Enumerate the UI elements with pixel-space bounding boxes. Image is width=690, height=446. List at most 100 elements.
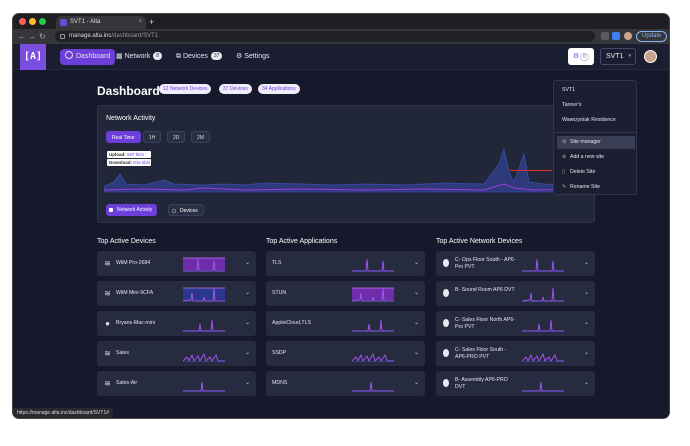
list-row[interactable]: C- Sales Floor South - AP6-PRO PVT ⌄ [436, 341, 595, 366]
site-option[interactable]: Tanner's [562, 102, 582, 108]
activity-sparkline [522, 258, 564, 272]
network-count-badge: 8 [153, 52, 163, 60]
list-row[interactable]: ≋ Sales-Air ⌄ [97, 371, 256, 396]
range-2m-button[interactable]: 2M [191, 131, 210, 143]
chevron-down-icon[interactable]: ⌄ [244, 290, 250, 296]
download-readout: Download: 815 kb/s [107, 159, 151, 166]
wifi-icon: ≋ [104, 349, 111, 358]
chevron-down-icon[interactable]: ⌄ [583, 320, 589, 326]
activity-sparkline [183, 352, 225, 362]
list-row[interactable]: SSDP ⌄ [266, 341, 425, 366]
nav-dashboard[interactable]: Dashboard [60, 49, 116, 65]
list-row[interactable]: STUN ⌄ [266, 281, 425, 306]
delete-site-label: Delete Site [570, 169, 596, 175]
list-row[interactable]: ≋ Sales ⌄ [97, 341, 256, 366]
site-manager-menu-item[interactable]: ⚙ Site manager [557, 136, 635, 149]
list-row[interactable]: ● Bryans-Mac-mini ⌄ [97, 311, 256, 336]
network-activity-card: Network Activity Real Time 1H 2D 2M Uplo… [97, 105, 595, 223]
list-row[interactable]: B- Sound Room AP6 DVT ⌄ [436, 281, 595, 306]
list-row[interactable]: B- Assembly AP6-PRO DVT ⌄ [436, 371, 595, 396]
gear-icon: ⚙ [572, 53, 580, 60]
forward-arrow-icon[interactable]: → [28, 32, 36, 41]
tab-title: SVT1 - Alta [70, 19, 101, 25]
list-row[interactable]: C- Sales Floor North AP6-Pro PVT ⌄ [436, 311, 595, 336]
devices-pill[interactable]: 37 Devices [219, 84, 252, 94]
browser-tab[interactable]: SVT1 - Alta × [56, 16, 146, 29]
activity-sparkline [522, 352, 564, 362]
range-1h-button[interactable]: 1H [143, 131, 162, 143]
address-bar[interactable]: manage.alta.inc/dashboard/SVT1 [55, 31, 595, 42]
upload-label: Upload: [109, 152, 126, 157]
site-settings-button[interactable]: ⚙ 0 [568, 48, 594, 65]
tab-close-icon[interactable]: × [138, 19, 142, 25]
extension-icon[interactable] [601, 32, 609, 40]
minimize-window-icon[interactable] [29, 18, 36, 25]
plus-icon: ⊕ [562, 154, 567, 160]
row-label: C- Sales Floor North AP6-Pro PVT [455, 317, 515, 330]
access-point-icon [443, 319, 449, 327]
menu-divider [554, 132, 636, 133]
alta-favicon-icon [60, 19, 67, 26]
update-button[interactable]: Update [636, 31, 668, 42]
download-label: Download: [109, 160, 132, 165]
applications-pill[interactable]: 34 Applications [258, 84, 300, 94]
network-activity-title: Network Activity [106, 115, 156, 122]
nav-network[interactable]: ▦ Network 8 [111, 49, 167, 65]
pencil-icon: ✎ [562, 184, 567, 190]
list-row[interactable]: AppleiCloud,TLS ⌄ [266, 311, 425, 336]
nav-devices-label: Devices [182, 53, 208, 60]
chevron-down-icon[interactable]: ⌄ [413, 320, 419, 326]
extension-icon[interactable] [612, 32, 620, 40]
close-window-icon[interactable] [19, 18, 26, 25]
nav-devices[interactable]: ⧉ Devices 37 [171, 49, 227, 65]
chevron-down-icon[interactable]: ⌄ [413, 290, 419, 296]
activity-sparkline [352, 287, 394, 302]
nav-settings[interactable]: ⚙ Settings [231, 49, 275, 65]
upload-area [104, 147, 592, 193]
devices-toggle[interactable]: Devices [168, 204, 204, 216]
alta-logo[interactable]: [A] [20, 44, 46, 70]
chevron-down-icon[interactable]: ⌄ [583, 350, 589, 356]
user-avatar[interactable] [644, 50, 657, 63]
list-row[interactable]: ≋ WiiM Pro-2684 ⌄ [97, 251, 256, 276]
chevron-down-icon[interactable]: ⌄ [244, 380, 250, 386]
wifi-icon: ≋ [104, 259, 111, 268]
reload-icon[interactable]: ↻ [39, 32, 46, 41]
new-tab-button[interactable]: + [149, 17, 155, 27]
top-devices-title: Top Active Devices [97, 238, 156, 245]
list-row[interactable]: C- Ops Floor South - AP6-Pro PVT ⌄ [436, 251, 595, 276]
profile-avatar-icon[interactable] [624, 32, 632, 40]
list-row[interactable]: TLS ⌄ [266, 251, 425, 276]
chevron-down-icon[interactable]: ⌄ [583, 260, 589, 266]
chevron-down-icon[interactable]: ⌄ [244, 260, 250, 266]
network-devices-pill[interactable]: 12 Network Devices [159, 84, 212, 94]
add-site-menu-item[interactable]: ⊕ Add a new site [557, 151, 635, 164]
range-2d-button[interactable]: 2D [167, 131, 186, 143]
chevron-down-icon[interactable]: ⌄ [413, 350, 419, 356]
chevron-down-icon[interactable]: ⌄ [244, 350, 250, 356]
chevron-down-icon[interactable]: ⌄ [583, 380, 589, 386]
site-option[interactable]: Wawrzyniak Residence [562, 117, 616, 123]
list-row[interactable]: MDNS ⌄ [266, 371, 425, 396]
rename-site-menu-item[interactable]: ✎ Rename Site [557, 181, 635, 194]
site-option[interactable]: SVT1 [562, 87, 575, 93]
activity-sparkline [522, 381, 564, 392]
chevron-down-icon[interactable]: ⌄ [583, 290, 589, 296]
activity-sparkline [183, 257, 225, 272]
network-activity-toggle[interactable]: Network Activity [106, 204, 158, 216]
site-selector[interactable]: SVT1 ▾ [600, 48, 636, 65]
row-label: B- Assembly AP6-PRO DVT [455, 377, 508, 390]
maximize-window-icon[interactable] [39, 18, 46, 25]
activity-sparkline [183, 287, 225, 302]
app-root: [A] Dashboard ▦ Network 8 ⧉ Devices 37 ⚙ S… [13, 44, 669, 418]
chevron-down-icon[interactable]: ⌄ [244, 320, 250, 326]
back-arrow-icon[interactable]: ← [18, 32, 26, 41]
range-realtime-button[interactable]: Real Time [106, 131, 141, 143]
activity-sparkline [183, 319, 225, 332]
lock-icon [60, 34, 65, 39]
chevron-down-icon[interactable]: ⌄ [413, 260, 419, 266]
delete-site-menu-item[interactable]: ▯ Delete Site [557, 166, 635, 179]
list-row[interactable]: ≋ WiiM Mini-9CFA ⌄ [97, 281, 256, 306]
chevron-down-icon[interactable]: ⌄ [413, 380, 419, 386]
row-label: Sales-Air [116, 380, 138, 386]
